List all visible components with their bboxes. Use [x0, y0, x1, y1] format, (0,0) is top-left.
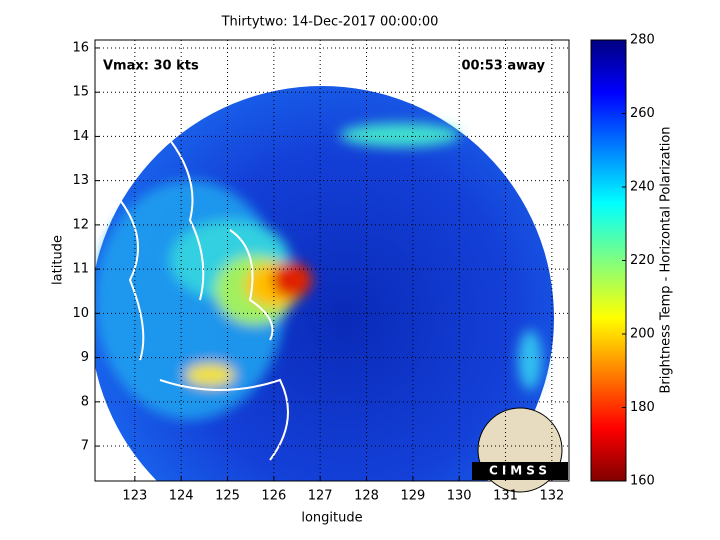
x-tick-label: 127: [308, 489, 333, 504]
y-tick-label: 12: [72, 217, 89, 232]
colorbar-tick-label: 280: [630, 33, 655, 48]
colorbar-tick-label: 200: [630, 327, 655, 342]
logo-text: CIMSS: [489, 464, 551, 478]
x-tick-label: 131: [493, 489, 518, 504]
plot-frame: [94, 39, 570, 482]
y-tick-label: 15: [72, 85, 89, 100]
y-tick-label: 10: [72, 306, 89, 321]
y-tick-label: 9: [81, 350, 89, 365]
x-tick-label: 130: [447, 489, 472, 504]
colorbar-tick-label: 240: [630, 180, 655, 195]
logo: CIMSS: [472, 407, 568, 493]
colorbar-tick-label: 160: [630, 474, 655, 489]
y-tick-label: 7: [81, 439, 89, 454]
y-tick-label: 11: [72, 262, 89, 277]
colorbar-tick-label: 180: [630, 400, 655, 415]
x-tick-label: 132: [539, 489, 564, 504]
y-tick-label: 13: [72, 173, 89, 188]
colorbar-label: Brightness Temp - Horizontal Polarizatio…: [659, 126, 674, 393]
y-tick-label: 8: [81, 394, 89, 409]
annotation: 00:53 away: [461, 59, 545, 74]
x-tick-label: 126: [261, 489, 286, 504]
y-tick-label: 16: [72, 40, 89, 55]
x-tick-label: 123: [122, 489, 147, 504]
x-tick-label: 128: [354, 489, 379, 504]
imagery: [95, 86, 554, 481]
colorbar-tick-label: 220: [630, 253, 655, 268]
annotation: Vmax: 30 kts: [103, 59, 199, 74]
x-tick-label: 124: [169, 489, 194, 504]
colorbar-tick-label: 260: [630, 106, 655, 121]
x-tick-label: 125: [215, 489, 240, 504]
chart-title: Thirtytwo: 14-Dec-2017 00:00:00: [221, 15, 439, 30]
y-axis-label: latitude: [51, 235, 66, 285]
x-tick-label: 129: [400, 489, 425, 504]
y-tick-label: 14: [72, 129, 89, 144]
x-axis-label: longitude: [301, 511, 362, 526]
colorbar: [590, 39, 627, 482]
